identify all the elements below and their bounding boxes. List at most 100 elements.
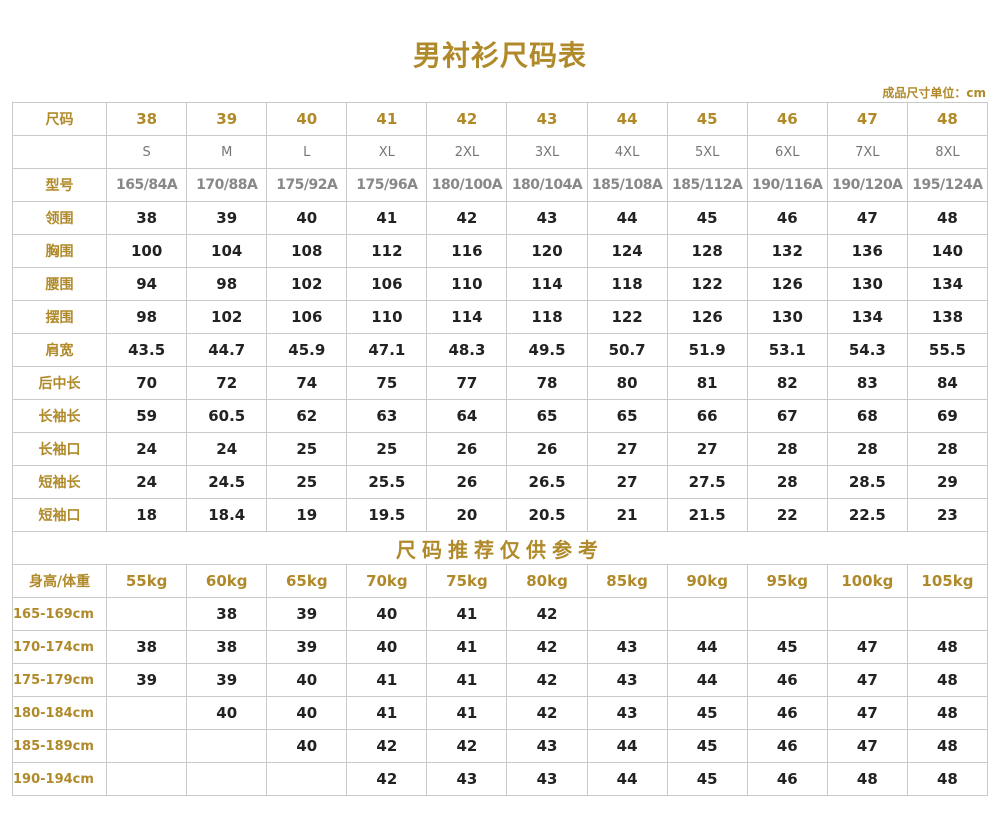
recommended-size: 47: [826, 663, 908, 697]
height-row: 175-179cm 39 39 40 41 41 42 43 44 46 47 48: [11, 663, 989, 697]
recommended-size: 43: [586, 663, 668, 697]
recommended-size: 43: [506, 729, 588, 763]
row-label: 领围: [11, 201, 108, 235]
recommended-size: 41: [426, 630, 508, 664]
model-code: 175/96A: [346, 168, 428, 202]
recommended-size: 46: [746, 729, 828, 763]
measurement-value: 24: [106, 432, 188, 466]
measurement-value: 28: [746, 465, 828, 499]
recommended-size: 48: [906, 630, 989, 664]
measurement-value: 98: [186, 267, 268, 301]
recommended-size: [666, 597, 748, 631]
letter-size: S: [106, 135, 188, 169]
recommended-size: 42: [506, 597, 588, 631]
size-chart-table: 尺码 38 39 40 41 42 43 44 45 46 47 48 S M L XL 2XL 3XL 4XL 5X…: [11, 102, 989, 796]
measurement-value: 72: [186, 366, 268, 400]
measurement-value: 19.5: [346, 498, 428, 532]
measurement-value: 124: [586, 234, 668, 268]
measurement-value: 64: [426, 399, 508, 433]
weight-header: 90kg: [666, 564, 748, 598]
measurement-value: 112: [346, 234, 428, 268]
measurement-value: 20: [426, 498, 508, 532]
measurement-value: 81: [666, 366, 748, 400]
letter-size: 3XL: [506, 135, 588, 169]
measurement-value: 116: [426, 234, 508, 268]
measurement-row: 后中长 70 72 74 75 77 78 80 81 82 83 84: [11, 366, 989, 400]
measurement-value: 43.5: [106, 333, 188, 367]
measurement-row: 摆围 98 102 106 110 114 118 122 126 130 134 138: [11, 300, 989, 334]
empty-cell: [11, 135, 108, 169]
measurement-value: 26: [506, 432, 588, 466]
recommended-size: 47: [826, 729, 908, 763]
measurement-value: 25.5: [346, 465, 428, 499]
measurement-value: 42: [426, 201, 508, 235]
letter-size: 8XL: [906, 135, 989, 169]
measurement-value: 106: [266, 300, 348, 334]
measurement-value: 45.9: [266, 333, 348, 367]
recommended-size: 48: [906, 663, 989, 697]
height-label: 165-169cm: [11, 597, 108, 631]
measurement-value: 110: [346, 300, 428, 334]
recommended-size: 43: [586, 696, 668, 730]
measurement-value: 62: [266, 399, 348, 433]
measurement-value: 26: [426, 465, 508, 499]
measurement-value: 29: [906, 465, 989, 499]
weight-header: 60kg: [186, 564, 268, 598]
recommended-size: 38: [186, 630, 268, 664]
height-row: 165-169cm 38 39 40 41 42: [11, 597, 989, 631]
measurement-value: 69: [906, 399, 989, 433]
unit-note: 成品尺寸单位：cm: [882, 86, 986, 100]
measurement-value: 75: [346, 366, 428, 400]
recommended-size: 44: [586, 729, 668, 763]
measurement-value: 27.5: [666, 465, 748, 499]
measurement-row: 短袖口 18 18.4 19 19.5 20 20.5 21 21.5 22 22.5 23: [11, 498, 989, 532]
measurement-value: 23: [906, 498, 989, 532]
recommended-size: 44: [666, 663, 748, 697]
recommended-size: 41: [346, 663, 428, 697]
measurement-value: 44.7: [186, 333, 268, 367]
size-number: 40: [266, 102, 348, 136]
size-number: 48: [906, 102, 989, 136]
measurement-value: 27: [586, 432, 668, 466]
measurement-row: 长袖长 59 60.5 62 63 64 65 65 66 67 68 69: [11, 399, 989, 433]
recommend-banner: 尺码推荐仅供参考: [12, 531, 988, 565]
measurement-value: 74: [266, 366, 348, 400]
measurement-value: 21: [586, 498, 668, 532]
height-row: 170-174cm 38 38 39 40 41 42 43 44 45 47 48: [11, 630, 989, 664]
recommended-size: 42: [506, 663, 588, 697]
measurement-value: 47.1: [346, 333, 428, 367]
recommended-size: 47: [826, 696, 908, 730]
recommended-size: 40: [266, 663, 348, 697]
recommended-size: 44: [666, 630, 748, 664]
measurement-value: 67: [746, 399, 828, 433]
measurement-value: 41: [346, 201, 428, 235]
measurement-value: 27: [586, 465, 668, 499]
row-label: 胸围: [11, 234, 108, 268]
measurement-value: 48: [906, 201, 989, 235]
height-row: 190-194cm 42 43 43 44 45 46 48 48: [11, 762, 989, 796]
measurement-value: 77: [426, 366, 508, 400]
recommended-size: 45: [666, 696, 748, 730]
letter-size: 2XL: [426, 135, 508, 169]
row-label: 型号: [11, 168, 108, 202]
recommended-size: 42: [346, 762, 428, 796]
measurement-value: 49.5: [506, 333, 588, 367]
recommended-size: 42: [426, 729, 508, 763]
recommended-size: 38: [186, 597, 268, 631]
size-number: 41: [346, 102, 428, 136]
weight-header: 80kg: [506, 564, 588, 598]
row-label: 尺码: [11, 102, 108, 136]
height-label: 180-184cm: [11, 696, 108, 730]
letter-size-row: S M L XL 2XL 3XL 4XL 5XL 6XL 7XL 8XL: [11, 135, 989, 169]
size-number: 42: [426, 102, 508, 136]
row-label: 后中长: [11, 366, 108, 400]
measurement-row: 短袖长 24 24.5 25 25.5 26 26.5 27 27.5 28 28.5 29: [11, 465, 989, 499]
row-label: 腰围: [11, 267, 108, 301]
measurement-value: 84: [906, 366, 989, 400]
weight-header: 70kg: [346, 564, 428, 598]
measurement-value: 114: [426, 300, 508, 334]
measurement-value: 48.3: [426, 333, 508, 367]
recommended-size: 46: [746, 762, 828, 796]
recommended-size: [186, 729, 268, 763]
measurement-value: 108: [266, 234, 348, 268]
